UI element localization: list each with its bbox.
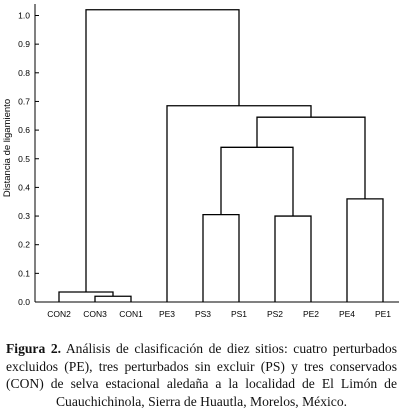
y-tick-label: 0.4: [18, 182, 30, 192]
dendrogram-link: [58, 291, 114, 302]
y-tick-label: 0.6: [18, 125, 30, 135]
y-tick-label: 0.9: [18, 39, 30, 49]
dendrogram-link: [346, 198, 384, 302]
leaf-label: CON1: [119, 309, 143, 319]
leaf-label: PE2: [303, 309, 319, 319]
leaf-label: PS1: [231, 309, 247, 319]
y-tick-label: 0.2: [18, 240, 30, 250]
y-tick-label: 0.8: [18, 68, 30, 78]
dendrogram-link: [85, 9, 240, 292]
dendrogram-links: [58, 9, 384, 302]
leaf-label: CON3: [83, 309, 107, 319]
leaf-label: PE4: [339, 309, 355, 319]
caption-text: Análisis de clasificación de diez sitios…: [6, 341, 397, 409]
leaf-label: CON2: [47, 309, 71, 319]
y-tick-label: 0.3: [18, 211, 30, 221]
y-tick-label: 0.5: [18, 154, 30, 164]
leaf-label: PS3: [195, 309, 211, 319]
leaf-labels: CON2 CON3 CON1 PE3 PS3 PS1 PS2 PE2 PE4 PE1: [47, 309, 391, 319]
dendrogram-link: [220, 146, 294, 217]
y-ticks: 0.0 0.1 0.2 0.3 0.4 0.5 0.6 0.7 0.8 0.9 1.0: [18, 11, 39, 307]
y-tick-label: 0.1: [18, 268, 30, 278]
dendrogram-link: [94, 295, 132, 302]
y-axis-label: Distancia de ligamiento: [2, 99, 13, 197]
dendrogram-chart: Distancia de ligamiento 0.00.10.20.30.40…: [2, 4, 399, 319]
y-tick-label: 0.0: [18, 297, 30, 307]
axes: [34, 4, 399, 303]
leaf-label: PS2: [267, 309, 283, 319]
dendrogram-link: [256, 116, 366, 199]
caption-label: Figura 2.: [6, 341, 62, 356]
dendrogram-link: [274, 215, 312, 302]
figure-caption: Figura 2. Análisis de clasificación de d…: [6, 340, 397, 410]
y-tick-label: 1.0: [18, 11, 30, 21]
leaf-label: PE1: [375, 309, 391, 319]
y-tick-label: 0.7: [18, 96, 30, 106]
dendrogram-link: [202, 213, 240, 302]
leaf-label: PE3: [159, 309, 175, 319]
